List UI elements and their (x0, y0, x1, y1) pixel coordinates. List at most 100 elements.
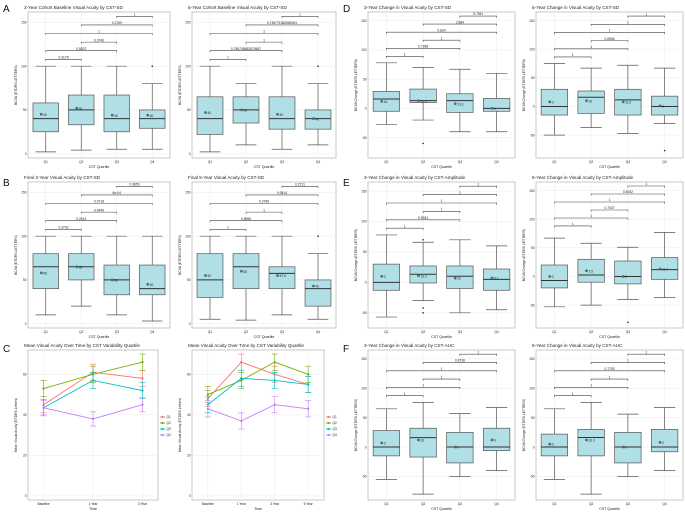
data-point (91, 379, 95, 382)
p-value-label: 1 (404, 224, 406, 228)
data-point (306, 383, 310, 386)
x-axis-label: CST Quartile (254, 165, 275, 169)
box-q3: 40 (103, 65, 130, 150)
bracket-line (245, 211, 283, 214)
chart-title: Final 3-Year Visual Acuity by CST-SD (24, 175, 101, 180)
mean-point (490, 438, 494, 442)
p-value-label: 1 (590, 384, 592, 388)
mean-point (204, 111, 207, 114)
chart-svg: 3-Year Change in Visual Acuity by CST-Am… (354, 175, 516, 339)
y-tick-label: 100 (529, 47, 535, 51)
p-value-label: 0.7783 (604, 367, 614, 371)
x-tick-label: 3 Year (270, 502, 280, 506)
box-q1: 50 (196, 235, 224, 320)
plot-frame (367, 11, 516, 159)
outlier-point (317, 235, 319, 238)
median-label: 40 (150, 283, 154, 287)
data-point (206, 393, 210, 396)
bracket-line (45, 50, 118, 53)
median-label: 40 (315, 285, 319, 289)
significance-bracket: 1 (281, 13, 319, 18)
data-point (240, 377, 243, 380)
x-tick-label: Q1 (384, 160, 388, 164)
plot-frame (27, 11, 171, 159)
significance-bracket: 0.624 (386, 28, 497, 34)
p-value-label: 1 (609, 29, 611, 33)
chart-title: 3-Year Cohort Baseline Visual Acuity by … (24, 5, 123, 10)
bracket-line (627, 353, 665, 356)
median-label: 40 (150, 114, 154, 118)
p-value-label: 1 (98, 30, 100, 34)
significance-bracket: 0.756708683875687 (209, 47, 283, 53)
iqr-box (577, 90, 605, 114)
significance-bracket: 0.7783 (554, 367, 665, 373)
significance-bracket: 1 (554, 53, 592, 59)
mean-point (548, 100, 552, 104)
mean-point (585, 438, 588, 442)
y-axis-label: BCVA (ETDRS LETTERS) (14, 235, 18, 275)
mean-point (453, 102, 457, 106)
x-tick-label: Q2 (589, 160, 593, 164)
series-q3 (40, 371, 146, 417)
iqr-box (577, 429, 605, 457)
legend-marker (161, 433, 164, 437)
bracket-line (245, 41, 283, 44)
bracket-line (80, 194, 153, 197)
chart-svg: Mean Visual Acuity Over Time by CST Vari… (14, 343, 171, 511)
mean-point (490, 107, 494, 110)
significance-bracket: 6e-04 (80, 191, 153, 197)
p-value-label: 1 (263, 208, 265, 212)
mean-point (39, 271, 43, 275)
p-value-label: 0.3178 (58, 56, 68, 60)
box-q3: 0 (614, 246, 642, 324)
chart-svg: Final 5-Year Visual Acuity by CST-SD 0 50 1… (178, 175, 337, 339)
bracket-line (590, 23, 665, 26)
x-tick-label: Q3 (280, 160, 284, 164)
x-axis-label: CST Quartile (254, 335, 275, 339)
significance-bracket: 0.2814 (45, 217, 118, 223)
significance-bracket: 1 (590, 375, 629, 381)
chart-title: 5-Year Change in Visual Acuity by CST-Am… (532, 175, 634, 180)
bracket-line (209, 33, 319, 36)
significance-bracket: 0.3746 (80, 38, 118, 44)
mean-point (621, 445, 625, 449)
outlier-point (627, 321, 629, 324)
box-q1: 0 (540, 63, 568, 136)
chart-svg: Mean Visual Acuity Over Time by CST Vari… (178, 343, 337, 511)
chart-svg: 3-Year Cohort Baseline Visual Acuity by … (14, 5, 171, 169)
box-q2: 50 (68, 65, 95, 151)
box-q2: 16 (409, 402, 437, 495)
bracket-line (245, 24, 319, 27)
y-tick-label: 0 (533, 445, 535, 449)
box-q4: 0 (483, 407, 511, 471)
plot-frame (535, 181, 684, 329)
chart-d2: 5-Year Change in Visual Acuity by CST-SD… (520, 3, 685, 170)
p-value-label: 0.756708683875687 (231, 47, 261, 51)
y-tick-label: 0 (533, 105, 535, 109)
bracket-line (209, 59, 247, 61)
box-q4: 40 (304, 65, 332, 146)
median-label: 40 (279, 113, 283, 117)
y-axis-label: BCVA (ETDRS LETTERS) (14, 65, 18, 105)
x-tick-label: Q2 (79, 330, 83, 334)
bracket-line (590, 362, 665, 364)
legend-label: Q4 (167, 433, 171, 437)
legend-label: Q2 (167, 421, 171, 425)
bracket-line (627, 15, 665, 18)
significance-bracket: 1 (245, 38, 283, 44)
p-value-label: 1 (609, 198, 611, 202)
significance-bracket: 0.2768 (209, 200, 319, 206)
y-tick-label: 150 (361, 357, 367, 361)
median-label: 57.5 (279, 274, 285, 278)
median-label: 11.5 (625, 100, 631, 104)
chart-e2: 5-Year Change in Visual Acuity by CST-Am… (520, 173, 685, 340)
significance-bracket: 1 (627, 182, 665, 188)
median-label: 13.3 (420, 274, 426, 278)
bracket-line (209, 220, 283, 223)
bracket-line (554, 217, 629, 220)
iqr-box (540, 264, 568, 289)
bracket-line (209, 203, 319, 206)
mean-point (39, 112, 43, 116)
p-value-label: 1 (441, 367, 443, 371)
chart-svg: 3-Year Change in Visual Acuity by CST-SD… (354, 5, 516, 169)
